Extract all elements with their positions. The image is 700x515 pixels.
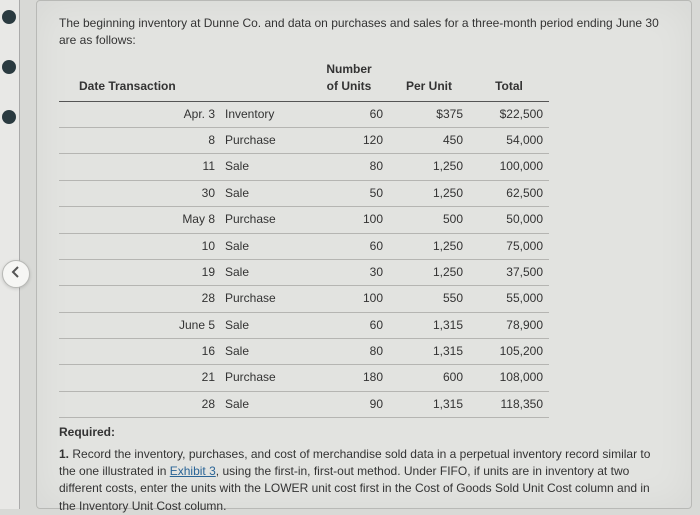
cell-total: 62,500 <box>469 180 549 206</box>
cell-units: 100 <box>309 286 389 312</box>
cell-per-unit: $375 <box>389 101 469 127</box>
cell-total: 78,900 <box>469 312 549 338</box>
table-row: 10Sale601,25075,000 <box>59 233 549 259</box>
cell-total: $22,500 <box>469 101 549 127</box>
required-number: 1. <box>59 447 69 461</box>
cell-transaction: Sale <box>219 312 309 338</box>
cell-per-unit: 1,315 <box>389 312 469 338</box>
cell-units: 60 <box>309 233 389 259</box>
cell-date: 21 <box>59 365 219 391</box>
exhibit-link[interactable]: Exhibit 3 <box>170 464 216 478</box>
table-row: May 8Purchase10050050,000 <box>59 207 549 233</box>
cell-transaction: Sale <box>219 339 309 365</box>
cell-per-unit: 500 <box>389 207 469 233</box>
required-text: 1. Record the inventory, purchases, and … <box>59 446 669 515</box>
cell-total: 118,350 <box>469 391 549 417</box>
table-row: 16Sale801,315105,200 <box>59 339 549 365</box>
cell-units: 30 <box>309 259 389 285</box>
cell-transaction: Sale <box>219 233 309 259</box>
cell-per-unit: 600 <box>389 365 469 391</box>
cell-transaction: Purchase <box>219 207 309 233</box>
table-row: 21Purchase180600108,000 <box>59 365 549 391</box>
cell-transaction: Sale <box>219 154 309 180</box>
cell-units: 80 <box>309 154 389 180</box>
cell-units: 120 <box>309 127 389 153</box>
table-row: 28Sale901,315118,350 <box>59 391 549 417</box>
table-row: 30Sale501,25062,500 <box>59 180 549 206</box>
cell-date: June 5 <box>59 312 219 338</box>
binder-ring <box>2 10 16 24</box>
cell-transaction: Purchase <box>219 365 309 391</box>
cell-units: 180 <box>309 365 389 391</box>
cell-date: May 8 <box>59 207 219 233</box>
cell-transaction: Sale <box>219 259 309 285</box>
cell-date: 19 <box>59 259 219 285</box>
binder-ring <box>2 60 16 74</box>
cell-total: 108,000 <box>469 365 549 391</box>
cell-transaction: Sale <box>219 391 309 417</box>
table-row: 8Purchase12045054,000 <box>59 127 549 153</box>
required-label: Required: <box>59 424 669 441</box>
cell-total: 100,000 <box>469 154 549 180</box>
cell-units: 60 <box>309 312 389 338</box>
cell-date: 16 <box>59 339 219 365</box>
cell-total: 50,000 <box>469 207 549 233</box>
cell-date: 30 <box>59 180 219 206</box>
cell-transaction: Purchase <box>219 286 309 312</box>
cell-per-unit: 1,315 <box>389 339 469 365</box>
cell-total: 105,200 <box>469 339 549 365</box>
table-row: 28Purchase10055055,000 <box>59 286 549 312</box>
cell-per-unit: 1,315 <box>389 391 469 417</box>
cell-date: 28 <box>59 286 219 312</box>
cell-transaction: Sale <box>219 180 309 206</box>
cell-date: Apr. 3 <box>59 101 219 127</box>
cell-total: 37,500 <box>469 259 549 285</box>
prev-button[interactable] <box>2 260 30 288</box>
cell-per-unit: 450 <box>389 127 469 153</box>
cell-units: 60 <box>309 101 389 127</box>
cell-date: 11 <box>59 154 219 180</box>
cell-units: 80 <box>309 339 389 365</box>
cell-total: 75,000 <box>469 233 549 259</box>
intro-text: The beginning inventory at Dunne Co. and… <box>59 15 669 50</box>
col-header-date: Date Transaction <box>59 58 309 101</box>
col-header-units: Number of Units <box>309 58 389 101</box>
cell-date: 8 <box>59 127 219 153</box>
problem-page: The beginning inventory at Dunne Co. and… <box>36 0 692 509</box>
cell-per-unit: 1,250 <box>389 259 469 285</box>
binder-edge <box>0 0 20 509</box>
table-row: 11Sale801,250100,000 <box>59 154 549 180</box>
col-header-total: Total <box>469 58 549 101</box>
cell-transaction: Inventory <box>219 101 309 127</box>
cell-per-unit: 550 <box>389 286 469 312</box>
cell-date: 28 <box>59 391 219 417</box>
cell-per-unit: 1,250 <box>389 233 469 259</box>
cell-units: 90 <box>309 391 389 417</box>
cell-per-unit: 1,250 <box>389 154 469 180</box>
transactions-table: Date Transaction Number of Units Per Uni… <box>59 58 549 418</box>
table-row: Apr. 3Inventory60$375$22,500 <box>59 101 549 127</box>
cell-date: 10 <box>59 233 219 259</box>
cell-units: 50 <box>309 180 389 206</box>
table-row: June 5Sale601,31578,900 <box>59 312 549 338</box>
cell-units: 100 <box>309 207 389 233</box>
col-header-per: Per Unit <box>389 58 469 101</box>
table-row: 19Sale301,25037,500 <box>59 259 549 285</box>
chevron-left-icon <box>10 265 22 283</box>
cell-per-unit: 1,250 <box>389 180 469 206</box>
binder-ring <box>2 110 16 124</box>
cell-transaction: Purchase <box>219 127 309 153</box>
cell-total: 55,000 <box>469 286 549 312</box>
cell-total: 54,000 <box>469 127 549 153</box>
